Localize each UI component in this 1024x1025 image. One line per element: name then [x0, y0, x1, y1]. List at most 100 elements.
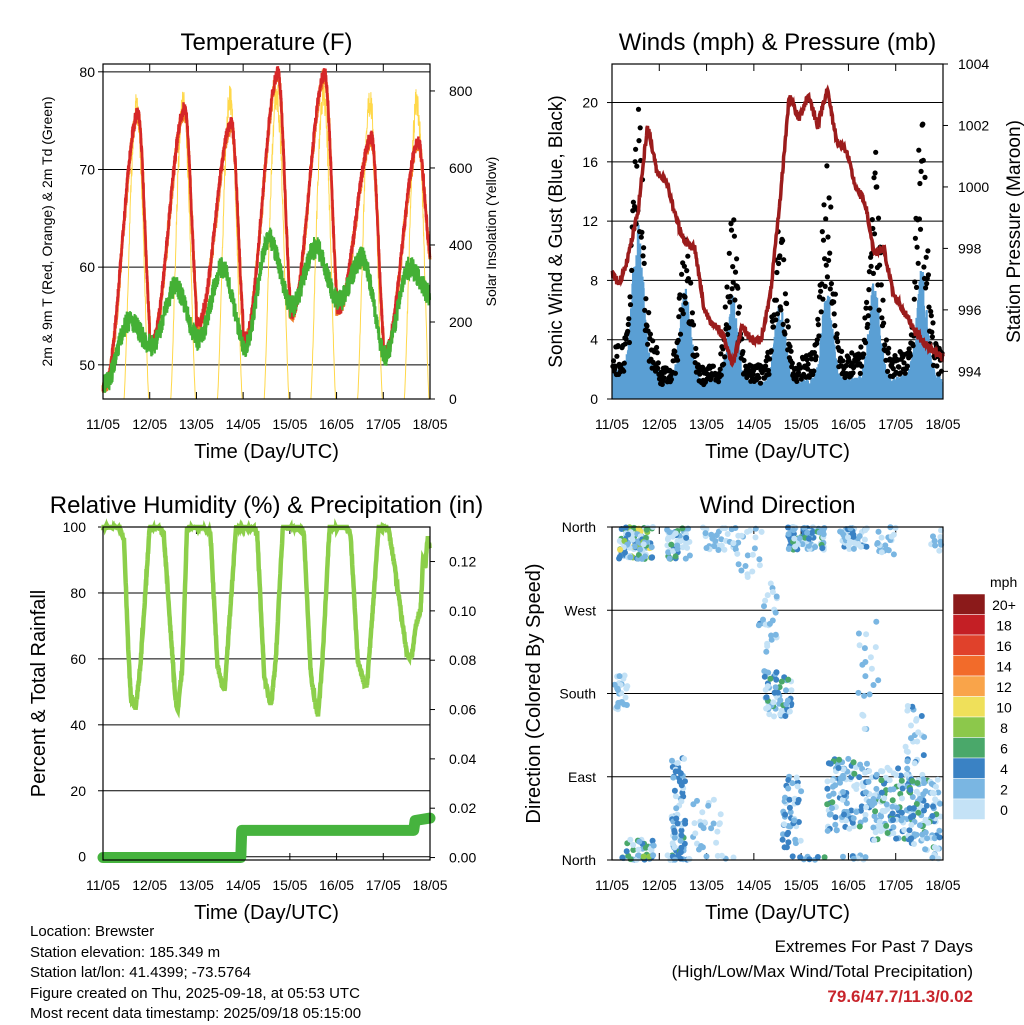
gust-point — [675, 337, 681, 343]
wind-direction-point — [763, 648, 770, 655]
gust-point — [910, 343, 916, 349]
wind-direction-point — [851, 770, 858, 777]
wind-direction-point — [722, 525, 729, 532]
wind-direction-point — [921, 780, 928, 786]
wind-direction-point — [874, 540, 881, 546]
x-tick-label: 18/05 — [925, 416, 960, 432]
humidity-line — [100, 518, 432, 719]
wind-direction-point — [933, 783, 939, 790]
wind-direction-point — [808, 529, 815, 536]
wind-direction-point — [937, 534, 944, 540]
y-axis-label: Sonic Wind & Gust (Blue, Black) — [546, 95, 567, 367]
wind-direction-point — [923, 802, 930, 809]
wind-direction-point — [717, 811, 724, 818]
wind-direction-point — [784, 831, 791, 838]
wind-direction-point — [904, 703, 911, 709]
wind-direction-point — [814, 854, 821, 860]
wind-direction-point — [929, 813, 936, 819]
gust-point — [654, 350, 660, 356]
gust-point — [828, 204, 834, 210]
gust-point — [625, 328, 631, 334]
wind-direction-point — [764, 683, 771, 690]
gust-point — [782, 331, 788, 337]
gust-point — [832, 323, 838, 329]
gust-point — [630, 199, 637, 205]
gust-point — [774, 311, 781, 317]
gust-point — [831, 299, 837, 305]
wind-direction-point — [614, 685, 621, 692]
y-tick-label: 12 — [582, 213, 598, 229]
wind-direction-point — [826, 793, 832, 799]
gust-point — [827, 286, 833, 292]
gust-point — [749, 363, 755, 369]
wind-direction-point — [861, 536, 868, 543]
wind-direction-point — [824, 801, 831, 808]
gust-point — [902, 370, 908, 376]
wind-direction-point — [680, 793, 687, 800]
y-tick-label: 70 — [79, 161, 95, 177]
wind-direction-point — [824, 785, 831, 792]
wind-direction-point — [872, 644, 879, 651]
wind-direction-point — [899, 795, 905, 802]
wind-direction-point — [789, 853, 796, 860]
gust-point — [915, 260, 921, 266]
wind-direction-point — [779, 836, 786, 843]
wind-direction-point — [840, 766, 847, 773]
wind-direction-point — [890, 786, 897, 793]
y2-tick-label: 0.00 — [449, 850, 476, 866]
y-tick-label: 4 — [590, 332, 598, 348]
wind-direction-point — [699, 809, 706, 816]
colorbar-level-label: 18 — [996, 618, 1012, 634]
wind-direction-point — [870, 796, 877, 802]
wind-direction-point — [862, 789, 869, 796]
gust-point — [840, 358, 846, 364]
wind-direction-point — [872, 829, 879, 836]
wind-direction-point — [827, 760, 834, 767]
pressure-line — [610, 84, 945, 368]
gust-point — [858, 344, 864, 350]
gust-point — [877, 262, 883, 268]
wind-direction-point — [835, 765, 842, 771]
gust-point — [825, 234, 831, 240]
wind-direction-panel: Wind Direction 11/05 12/05 13/05 14/05 15/05 1… — [523, 492, 1017, 924]
gust-point — [740, 349, 746, 355]
wind-direction-point — [863, 804, 870, 811]
wind-direction-point — [930, 803, 936, 810]
wind-direction-point — [621, 549, 628, 556]
x-tick-label: 16/05 — [319, 877, 354, 893]
gust-point — [824, 163, 830, 169]
wind-direction-point — [674, 760, 681, 766]
gust-point — [780, 238, 786, 244]
wind-direction-point — [850, 855, 857, 862]
y2-tick-label: 0.06 — [449, 702, 476, 718]
wind-direction-point — [857, 543, 864, 550]
wind-direction-point — [682, 817, 689, 824]
gust-point — [813, 354, 819, 360]
wind-direction-point — [899, 785, 906, 792]
wind-direction-point — [768, 632, 775, 639]
station-location: Location: Brewster — [30, 923, 155, 940]
gust-point — [826, 195, 832, 201]
wind-direction-point — [711, 543, 718, 550]
gust-point — [820, 237, 827, 243]
gust-point — [781, 257, 787, 263]
wind-direction-point — [908, 735, 914, 742]
wind-direction-point — [718, 536, 725, 543]
wind-direction-point — [766, 711, 773, 718]
wind-direction-point — [878, 777, 885, 784]
wind-direction-point — [630, 847, 637, 853]
wind-direction-point — [738, 567, 745, 574]
wind-direction-point — [911, 760, 918, 767]
wind-direction-point — [795, 819, 802, 825]
gust-point — [774, 269, 780, 276]
wind-direction-point — [867, 654, 874, 661]
gust-point — [929, 329, 935, 335]
wind-direction-point — [785, 839, 792, 846]
wind-direction-point — [682, 555, 689, 562]
wind-direction-point — [855, 689, 862, 696]
x-tick-label: 11/05 — [595, 416, 629, 432]
gust-point — [921, 264, 927, 270]
colorbar-level-label: 16 — [996, 638, 1012, 654]
wind-direction-point — [936, 547, 943, 554]
